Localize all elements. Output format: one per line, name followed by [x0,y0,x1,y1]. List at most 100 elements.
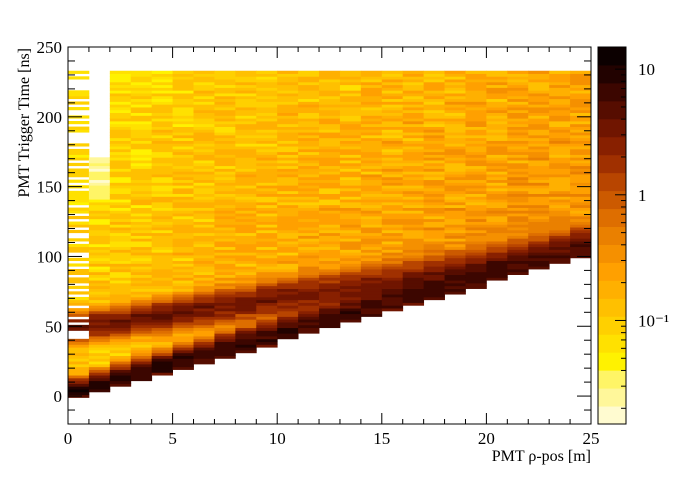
heatmap-cell [277,143,299,147]
heatmap-cell [528,224,550,228]
heatmap-cell [423,282,445,287]
heatmap-cell [465,98,487,102]
heatmap-cell [235,129,257,133]
heatmap-cell [235,151,257,155]
heatmap-cell [109,143,132,147]
heatmap-cell [277,280,299,284]
heatmap-cell [193,319,215,323]
heatmap-cell [528,182,550,186]
heatmap-cell [486,188,508,192]
heatmap-cell [339,129,362,133]
heatmap-cell [298,162,320,167]
heatmap-cell [109,305,132,309]
heatmap-cell [172,291,194,295]
heatmap-cell [298,121,320,125]
heatmap-cell [402,157,425,161]
heatmap-cell [319,299,341,303]
heatmap-cell [360,196,383,200]
heatmap-cell [256,263,278,267]
heatmap-cell [172,235,194,239]
heatmap-cell [360,260,383,264]
heatmap-cell [339,313,362,317]
heatmap-cell [256,291,278,295]
heatmap-cell [319,151,341,155]
heatmap-cell [465,129,487,133]
heatmap-cell [68,363,90,368]
heatmap-cell [256,193,278,197]
heatmap-cell [214,277,236,281]
heatmap-cell [507,179,529,183]
heatmap-cell [444,218,466,222]
heatmap-cell [277,76,299,80]
heatmap-cell [109,277,132,281]
heatmap-cell [88,380,111,384]
heatmap-cell [235,79,257,83]
heatmap-cell [319,143,341,147]
heatmap-cell [402,81,425,86]
heatmap-cell [277,324,299,329]
heatmap-cell [172,146,194,150]
heatmap-cell [319,227,341,231]
heatmap-cell [130,282,153,287]
heatmap-cell [339,90,362,94]
heatmap-cell [109,101,132,105]
heatmap-cell [465,218,487,222]
heatmap-cell [423,140,445,144]
heatmap-cell [109,162,132,167]
heatmap-cell [109,313,132,317]
heatmap-cell [214,310,236,315]
heatmap-cell [277,179,299,183]
heatmap-cell [528,255,550,259]
heatmap-cell [570,235,592,239]
heatmap-cell [339,319,362,323]
heatmap-cell [507,243,529,248]
heatmap-cell [109,218,132,222]
heatmap-cell [319,179,341,183]
heatmap-cell [465,285,487,289]
heatmap-cell [277,160,299,164]
heatmap-cell [68,361,90,365]
heatmap-cell [193,358,215,362]
heatmap-cell [109,327,132,331]
heatmap-cell [235,121,257,125]
heatmap-cell [151,269,173,273]
heatmap-cell [68,143,90,147]
heatmap-cell [507,132,529,136]
heatmap-cell [381,182,404,186]
heatmap-cell [235,143,257,147]
heatmap-cell [298,249,320,253]
heatmap-cell [109,363,132,368]
heatmap-cell [507,257,529,262]
heatmap-cell [172,280,194,284]
heatmap-cell [256,148,278,153]
heatmap-cell [570,160,592,164]
heatmap-cell [549,196,571,200]
heatmap-cell [172,121,194,125]
heatmap-cell [109,227,132,231]
heatmap-cell [507,241,529,245]
heatmap-cell [193,154,215,158]
heatmap-cell [193,241,215,245]
heatmap-cell [130,302,153,306]
heatmap-cell [465,263,487,267]
heatmap-cell [423,294,445,298]
heatmap-cell [402,238,425,242]
heatmap-cell [444,201,466,206]
heatmap-cell [381,227,404,231]
heatmap-cell [298,193,320,197]
heatmap-cell [402,143,425,147]
heatmap-cell [423,162,445,167]
heatmap-cell [214,199,236,203]
heatmap-cell [298,104,320,108]
heatmap-cell [235,249,257,253]
heatmap-cell [339,168,362,172]
heatmap-cell [193,333,215,337]
heatmap-cell [423,104,445,108]
heatmap-cell [256,132,278,136]
heatmap-cell [151,129,173,133]
heatmap-cell [381,109,404,114]
heatmap-cell [339,305,362,309]
heatmap-cell [360,101,383,105]
heatmap-cell [235,115,257,119]
heatmap-cell [423,154,445,158]
